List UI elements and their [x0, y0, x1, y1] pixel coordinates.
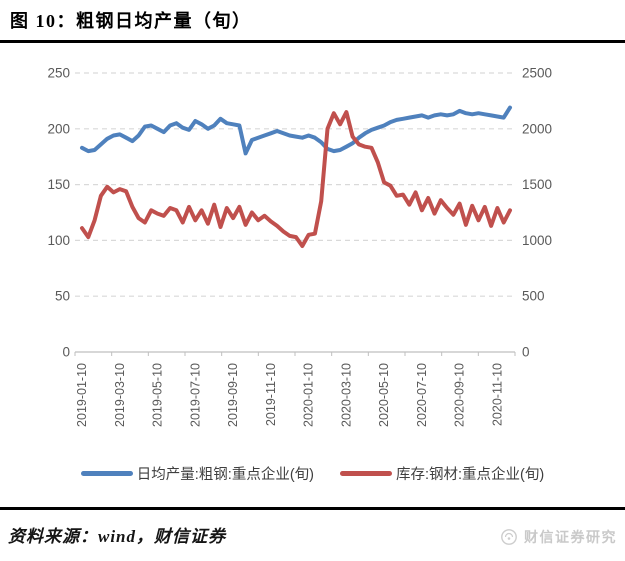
source-note: 资料来源：wind，财信证券: [8, 527, 227, 546]
legend-swatch-output: [80, 471, 133, 476]
right-axis-tick-label: 2500: [522, 66, 552, 81]
x-axis-tick-label: 2019-01-10: [75, 363, 89, 427]
x-axis-tick-label: 2020-11-10: [490, 363, 504, 426]
right-axis-tick-label: 2000: [522, 121, 552, 136]
figure-title: 图 10：粗钢日均产量（旬）: [10, 11, 252, 31]
x-axis-tick-label: 2020-07-10: [415, 363, 429, 427]
x-axis-tick-label: 2019-09-10: [226, 363, 240, 427]
left-axis-tick-label: 200: [47, 121, 70, 136]
left-axis-tick-label: 100: [47, 233, 70, 248]
series-line-inventory: [80, 110, 512, 248]
right-axis-tick-label: 0: [522, 345, 530, 360]
series-line-output: [80, 105, 512, 156]
legend-swatch-inventory: [340, 471, 392, 476]
x-axis-tick-label: 2020-03-10: [339, 363, 353, 427]
watermark-text: 财信证券研究: [524, 529, 617, 545]
right-axis-tick-label: 1500: [522, 177, 552, 192]
legend-label-output: 日均产量:粗钢:重点企业(旬): [136, 467, 314, 483]
x-axis-tick-label: 2019-11-10: [264, 363, 278, 426]
left-axis-tick-label: 250: [47, 66, 70, 81]
left-axis-tick-label: 0: [62, 345, 70, 360]
chart-legend: 日均产量:粗钢:重点企业(旬) 库存:钢材:重点企业(旬): [0, 463, 625, 484]
x-axis-tick-label: 2019-07-10: [188, 363, 202, 427]
legend-item-inventory: 库存:钢材:重点企业(旬): [340, 463, 544, 484]
legend-label-inventory: 库存:钢材:重点企业(旬): [396, 467, 545, 483]
legend-item-output: 日均产量:粗钢:重点企业(旬): [80, 463, 314, 484]
x-axis-tick-label: 2020-09-10: [453, 363, 467, 427]
brand-watermark: 财信证券研究: [499, 527, 617, 547]
caixin-logo-icon: [501, 529, 517, 545]
footer-divider-line: [0, 507, 625, 510]
x-axis-tick-label: 2020-05-10: [377, 363, 391, 427]
x-axis-tick-label: 2019-05-10: [151, 363, 165, 427]
x-axis-tick-label: 2020-01-10: [302, 363, 316, 427]
right-axis-tick-label: 1000: [522, 233, 552, 248]
title-divider-line: [0, 40, 625, 43]
left-axis-tick-label: 150: [47, 177, 70, 192]
left-axis-tick-label: 50: [55, 289, 70, 304]
right-axis-tick-label: 500: [522, 289, 545, 304]
x-axis-tick-label: 2019-03-10: [113, 363, 127, 427]
chart-svg: 250200150100500250020001500100050002019-…: [47, 66, 552, 427]
